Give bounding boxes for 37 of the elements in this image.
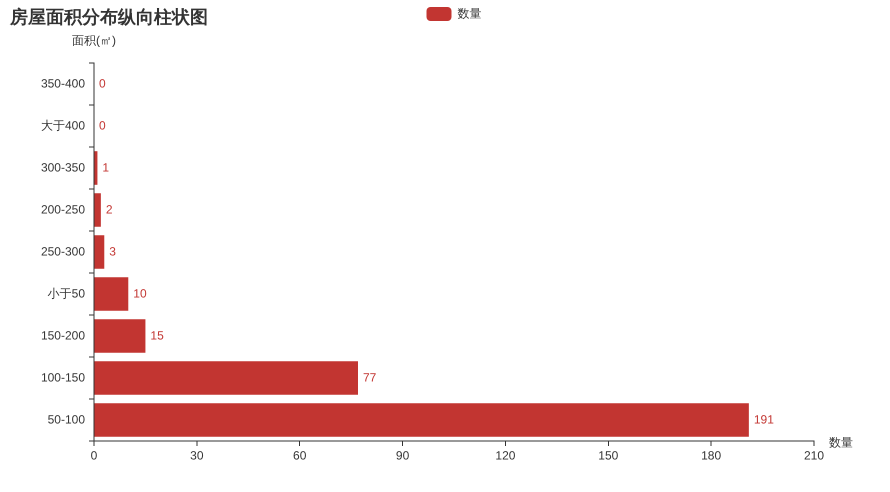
x-tick-label: 60 <box>293 448 307 463</box>
y-tick-label: 100-150 <box>40 370 86 384</box>
bar <box>94 151 98 185</box>
bar <box>94 361 358 395</box>
data-label: 1 <box>102 160 110 174</box>
chart-title: 房屋面积分布纵向柱状图 <box>10 6 208 28</box>
legend-label: 数量 <box>458 6 482 20</box>
bar <box>94 235 104 269</box>
y-tick-label: 250-300 <box>40 244 86 258</box>
data-label: 3 <box>109 244 116 258</box>
bar <box>94 319 146 353</box>
x-tick-label: 180 <box>701 448 722 463</box>
y-tick-label: 小于50 <box>48 286 86 300</box>
data-label: 15 <box>150 328 164 342</box>
y-tick-label: 150-200 <box>40 328 86 342</box>
data-label: 0 <box>99 76 106 90</box>
bar <box>94 277 128 311</box>
y-tick-label: 200-250 <box>40 202 86 216</box>
x-tick-label: 30 <box>190 448 204 463</box>
y-tick-label: 300-350 <box>40 160 86 174</box>
bar <box>94 403 749 437</box>
x-tick-label: 120 <box>495 448 516 463</box>
x-tick-label: 0 <box>90 448 98 463</box>
bar <box>94 193 101 227</box>
y-tick-label: 350-400 <box>40 76 86 90</box>
data-label: 2 <box>106 202 113 216</box>
data-label: 191 <box>754 412 774 426</box>
data-label: 77 <box>363 370 377 384</box>
data-label: 0 <box>99 118 106 132</box>
x-tick-label: 90 <box>396 448 410 463</box>
x-axis-title: 数量 <box>829 435 853 450</box>
x-tick-label: 150 <box>598 448 619 463</box>
y-tick-label: 50-100 <box>48 412 86 426</box>
x-tick-label: 210 <box>804 448 824 463</box>
data-label: 10 <box>133 286 147 300</box>
y-axis-title: 面积(㎡) <box>72 33 116 48</box>
y-tick-label: 大于400 <box>40 118 86 132</box>
